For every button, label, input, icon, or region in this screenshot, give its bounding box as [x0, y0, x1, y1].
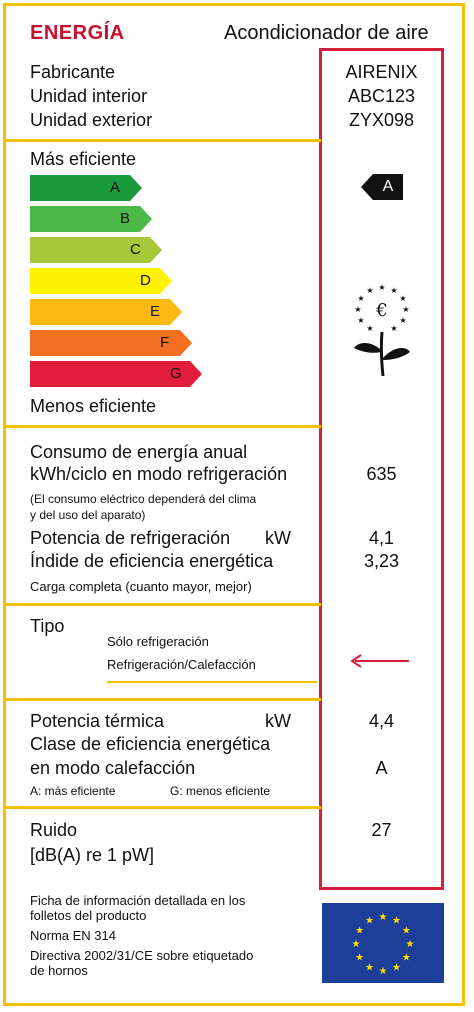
- efficiency-class-label: C: [130, 241, 141, 258]
- eu-star: ★: [355, 926, 364, 937]
- cooling-power-label: Potencia de refrigeración: [30, 528, 231, 548]
- efficiency-arrow-g: G: [30, 361, 204, 387]
- eu-star: ★: [379, 966, 388, 977]
- values-column: [319, 48, 444, 890]
- efficiency-index-label: Índide de eficiencia energética: [30, 551, 274, 571]
- divider: [6, 698, 321, 701]
- eu-flag-icon: ★ ★ ★ ★ ★ ★ ★ ★ ★ ★ ★ ★: [322, 903, 444, 988]
- efficiency-class-label: D: [140, 272, 151, 289]
- class-a-note: A: más eficiente: [30, 784, 116, 798]
- eu-star: ★: [379, 912, 388, 923]
- least-efficient-label: Menos eficiente: [30, 396, 157, 416]
- type-label: Tipo: [30, 616, 65, 636]
- svg-text:€: €: [375, 300, 387, 321]
- svg-text:★: ★: [390, 286, 397, 295]
- eu-star: ★: [406, 939, 415, 950]
- heating-power-label: Potencia térmica: [30, 711, 165, 731]
- appliance-type: Acondicionador de aire: [224, 22, 429, 44]
- heating-power-value: 4,4: [368, 711, 395, 731]
- eu-star: ★: [402, 953, 411, 964]
- eu-star: ★: [392, 916, 401, 927]
- label-frame: [3, 3, 465, 1006]
- efficiency-index-value: 3,23: [363, 551, 400, 571]
- divider: [6, 603, 321, 606]
- consumption-unit-label: kWh/ciclo en modo refrigeración: [30, 464, 288, 484]
- heating-power-unit: kW: [265, 711, 291, 731]
- svg-text:★: ★: [357, 294, 364, 303]
- consumption-value: 635: [366, 464, 397, 484]
- divider: [6, 425, 321, 428]
- type-underline: [107, 681, 317, 683]
- svg-text:★: ★: [354, 305, 361, 314]
- efficiency-arrow-b: B: [30, 206, 154, 232]
- svg-text:★: ★: [399, 316, 406, 325]
- efficiency-class-label: A: [110, 179, 121, 196]
- efficiency-class-label: G: [170, 365, 182, 382]
- manufacturer-label: Fabricante: [30, 62, 116, 82]
- cooling-power-unit: kW: [265, 528, 291, 548]
- eu-star: ★: [402, 926, 411, 937]
- divider: [6, 139, 321, 142]
- footer-line-1: Ficha de información detallada en los: [30, 893, 246, 908]
- outdoor-unit-value: ZYX098: [348, 110, 415, 130]
- efficiency-arrow-f: F: [30, 330, 194, 356]
- directive-line-1: Directiva 2002/31/CE sobre etiquetado: [30, 948, 254, 963]
- heating-class-label-2: en modo calefacción: [30, 758, 196, 778]
- consumption-note-1: (El consumo eléctrico dependerá del clim…: [30, 492, 257, 506]
- svg-text:★: ★: [378, 283, 385, 292]
- rating-value: A: [382, 178, 394, 195]
- type-cooling-heating: Refrigeración/Calefacción: [107, 657, 256, 672]
- efficiency-class-label: B: [120, 210, 131, 227]
- most-efficient-label: Más eficiente: [30, 149, 137, 169]
- cooling-power-value: 4,1: [368, 528, 395, 548]
- manufacturer-value: AIRENIX: [345, 62, 418, 82]
- class-g-note: G: menos eficiente: [170, 784, 271, 798]
- efficiency-class-label: E: [150, 303, 161, 320]
- noise-unit-label: [dB(A) re 1 pW]: [30, 845, 155, 865]
- outdoor-unit-label: Unidad exterior: [30, 110, 153, 130]
- eu-star: ★: [355, 953, 364, 964]
- divider: [6, 806, 321, 809]
- energy-title: ENERGÍA: [30, 22, 125, 44]
- indoor-unit-label: Unidad interior: [30, 86, 148, 106]
- directive-line-2: de hornos: [30, 963, 88, 978]
- rating-arrow: [361, 174, 403, 205]
- svg-text:★: ★: [390, 324, 397, 333]
- indoor-unit-value: ABC123: [347, 86, 416, 106]
- svg-text:★: ★: [399, 294, 406, 303]
- consumption-note-2: y del uso del aparato): [30, 508, 146, 522]
- noise-label: Ruido: [30, 820, 78, 840]
- svg-text:★: ★: [357, 316, 364, 325]
- selected-type-arrow-icon: [349, 654, 411, 673]
- efficiency-arrow-c: C: [30, 237, 164, 263]
- footer-line-2: folletos del producto: [30, 908, 147, 923]
- svg-text:★: ★: [366, 286, 373, 295]
- eu-star: ★: [392, 962, 401, 973]
- ecolabel-flower-icon: ★ ★ ★ ★ ★ ★ ★ ★ ★ ★ ★ €: [348, 282, 416, 383]
- efficiency-arrow-e: E: [30, 299, 184, 325]
- efficiency-class-label: F: [160, 334, 170, 351]
- heating-class-label-1: Clase de eficiencia energética: [30, 734, 271, 754]
- full-load-note: Carga completa (cuanto mayor, mejor): [30, 579, 252, 594]
- standard-line: Norma EN 314: [30, 928, 116, 943]
- noise-value: 27: [371, 820, 392, 840]
- annual-consumption-label: Consumo de energía anual: [30, 442, 248, 462]
- svg-text:★: ★: [366, 324, 373, 333]
- heating-class-value: A: [375, 758, 388, 778]
- efficiency-arrow-d: D: [30, 268, 174, 294]
- type-cooling-only: Sólo refrigeración: [107, 634, 209, 649]
- svg-text:★: ★: [402, 305, 409, 314]
- eu-star: ★: [365, 962, 374, 973]
- eu-star: ★: [365, 916, 374, 927]
- efficiency-arrow-a: A: [30, 175, 144, 201]
- eu-star: ★: [352, 939, 361, 950]
